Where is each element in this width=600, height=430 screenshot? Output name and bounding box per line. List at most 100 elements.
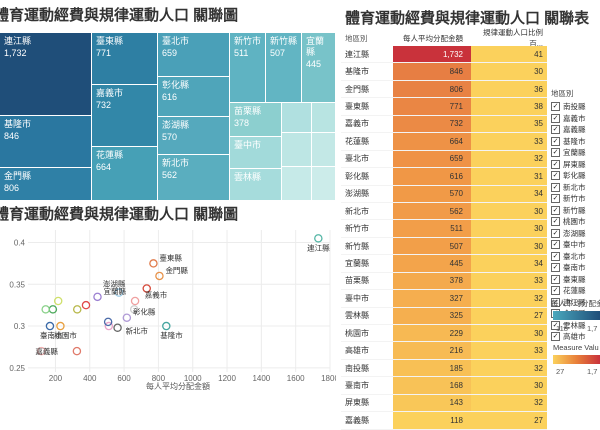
filter-item[interactable]: ✓ 屏東縣 (551, 159, 600, 171)
table-row[interactable]: 宜蘭縣 445 34 (341, 255, 547, 273)
scatter-point[interactable] (103, 317, 113, 327)
filter-item[interactable]: ✓ 新竹縣 (551, 205, 600, 217)
filter-item[interactable]: ✓ 臺東縣 (551, 274, 600, 286)
scatter-point[interactable] (162, 321, 171, 331)
treemap-cell-keelung[interactable]: 基隆市 846 (0, 116, 92, 168)
filter-item[interactable]: ✓ 花蓮縣 (551, 285, 600, 297)
filter-item[interactable]: ✓ 彰化縣 (551, 170, 600, 182)
filter-item[interactable]: ✓ 澎湖縣 (551, 228, 600, 240)
treemap-cell-small[interactable] (312, 133, 336, 167)
filter-item[interactable]: ✓ 臺中市 (551, 239, 600, 251)
checkbox-checked-icon[interactable]: ✓ (551, 194, 560, 204)
filter-item[interactable]: ✓ 嘉義市 (551, 113, 600, 125)
treemap-cell-small[interactable] (312, 167, 336, 201)
checkbox-checked-icon[interactable]: ✓ (551, 332, 560, 342)
filter-item[interactable]: ✓ 宜蘭縣 (551, 147, 600, 159)
table-row[interactable]: 彰化縣 616 31 (341, 168, 547, 186)
treemap-cell-chiayi-city[interactable]: 嘉義市 732 (92, 85, 158, 147)
table-row[interactable]: 新北市 562 30 (341, 202, 547, 221)
treemap-cell-taichung[interactable]: 臺中市 (230, 137, 282, 169)
checkbox-checked-icon[interactable]: ✓ (551, 205, 560, 215)
scatter-point[interactable] (72, 346, 82, 356)
scatter-point[interactable] (93, 292, 102, 302)
checkbox-checked-icon[interactable]: ✓ (551, 159, 560, 169)
table-row[interactable]: 屏東縣 143 32 (341, 394, 547, 413)
table-row[interactable]: 雲林縣 325 27 (341, 307, 547, 325)
treemap-cell-yilan[interactable]: 宜蘭縣 445 (302, 33, 336, 103)
filter-item[interactable]: ✓ 基隆市 (551, 136, 600, 148)
scatter-point[interactable] (56, 321, 65, 331)
treemap-cell-small[interactable] (282, 103, 312, 133)
checkbox-checked-icon[interactable]: ✓ (551, 171, 560, 181)
treemap-cell-kinmen[interactable]: 金門縣 806 (0, 168, 92, 201)
scatter-point[interactable] (41, 305, 50, 314)
treemap-cell-hsinchu-county[interactable]: 新竹縣 507 (266, 33, 302, 103)
treemap-cell-hsinchu-city[interactable]: 新竹市 511 (230, 33, 266, 103)
scatter-point[interactable] (53, 296, 63, 306)
table-row[interactable]: 新竹縣 507 30 (341, 237, 547, 256)
scatter-point[interactable] (155, 271, 164, 281)
treemap-cell-small[interactable] (312, 103, 336, 133)
checkbox-checked-icon[interactable]: ✓ (551, 297, 560, 307)
table-header-region[interactable]: 地區別 (345, 33, 368, 43)
treemap-cell-changhua[interactable]: 彰化縣 616 (158, 77, 230, 117)
treemap-cell-lienchiang[interactable]: 連江縣 1,732 (0, 33, 92, 116)
scatter-point[interactable] (114, 288, 124, 297)
table-header-ratio[interactable]: 規律運動人口比例百... (483, 28, 543, 48)
table-row[interactable]: 嘉義縣 118 27 (341, 412, 547, 430)
filter-item[interactable]: ✓ 臺南市 (551, 262, 600, 274)
checkbox-checked-icon[interactable]: ✓ (551, 113, 560, 123)
table-row[interactable]: 新竹市 511 30 (341, 220, 547, 238)
filter-item[interactable]: ✓ 南投縣 (551, 101, 600, 113)
table-row[interactable]: 南投縣 185 32 (341, 359, 547, 378)
checkbox-checked-icon[interactable]: ✓ (551, 148, 560, 158)
table-row[interactable]: 高雄市 216 33 (341, 342, 547, 360)
scatter-point[interactable] (149, 259, 158, 268)
treemap-cell-new-taipei[interactable]: 新北市 562 (158, 155, 230, 201)
treemap-cell-penghu[interactable]: 澎湖縣 570 (158, 117, 230, 155)
checkbox-checked-icon[interactable]: ✓ (551, 182, 560, 192)
table-row[interactable]: 桃園市 229 30 (341, 325, 547, 343)
checkbox-checked-icon[interactable]: ✓ (551, 320, 560, 330)
checkbox-checked-icon[interactable]: ✓ (551, 217, 560, 227)
table-row[interactable]: 澎湖縣 570 34 (341, 185, 547, 203)
scatter-point[interactable] (37, 346, 46, 356)
checkbox-checked-icon[interactable]: ✓ (551, 263, 560, 273)
treemap-cell-taitung[interactable]: 臺東縣 771 (92, 33, 158, 85)
filter-item[interactable]: ✓ 連江縣 (551, 297, 600, 309)
treemap-cell-hualien[interactable]: 花蓮縣 664 (92, 147, 158, 201)
table-row[interactable]: 連江縣 1,732 41 (341, 46, 547, 64)
filter-item[interactable]: ✓ 高雄市 (551, 331, 600, 343)
checkbox-checked-icon[interactable]: ✓ (551, 286, 560, 296)
filter-item[interactable]: ✓ 新竹市 (551, 193, 600, 205)
table-row[interactable]: 嘉義市 732 35 (341, 115, 547, 134)
scatter-point[interactable] (142, 284, 151, 293)
checkbox-checked-icon[interactable]: ✓ (551, 136, 560, 146)
table-row[interactable]: 臺北市 659 32 (341, 150, 547, 169)
treemap-cell-small[interactable] (282, 167, 312, 201)
treemap-cell-small[interactable] (282, 133, 312, 167)
treemap-cell-miaoli[interactable]: 苗栗縣 378 (230, 103, 282, 137)
scatter-point[interactable] (104, 321, 114, 331)
table-row[interactable]: 基隆市 846 30 (341, 63, 547, 81)
checkbox-checked-icon[interactable]: ✓ (551, 251, 560, 261)
checkbox-checked-icon[interactable]: ✓ (551, 240, 560, 250)
treemap-cell-taipei[interactable]: 臺北市 659 (158, 33, 230, 77)
filter-item[interactable]: ✓ 新北市 (551, 182, 600, 194)
scatter-point[interactable] (45, 321, 55, 331)
table-header-amount[interactable]: 每人平均分配金額 (403, 33, 463, 43)
scatter-point[interactable] (113, 323, 122, 332)
checkbox-checked-icon[interactable]: ✓ (551, 125, 560, 135)
filter-item[interactable]: ✓ 雲林縣 (551, 320, 600, 332)
table-row[interactable]: 臺東縣 771 38 (341, 98, 547, 116)
scatter-point[interactable] (130, 296, 140, 306)
table-row[interactable]: 臺中市 327 32 (341, 290, 547, 308)
filter-item[interactable]: ✓ 臺北市 (551, 251, 600, 263)
checkbox-checked-icon[interactable]: ✓ (551, 228, 560, 238)
scatter-point[interactable] (129, 305, 139, 314)
table-row[interactable]: 苗栗縣 378 33 (341, 272, 547, 291)
treemap-cell-yunlin[interactable]: 雲林縣 (230, 169, 282, 201)
table-row[interactable]: 臺南市 168 30 (341, 377, 547, 395)
checkbox-checked-icon[interactable]: ✓ (551, 274, 560, 284)
table-row[interactable]: 花蓮縣 664 33 (341, 133, 547, 151)
